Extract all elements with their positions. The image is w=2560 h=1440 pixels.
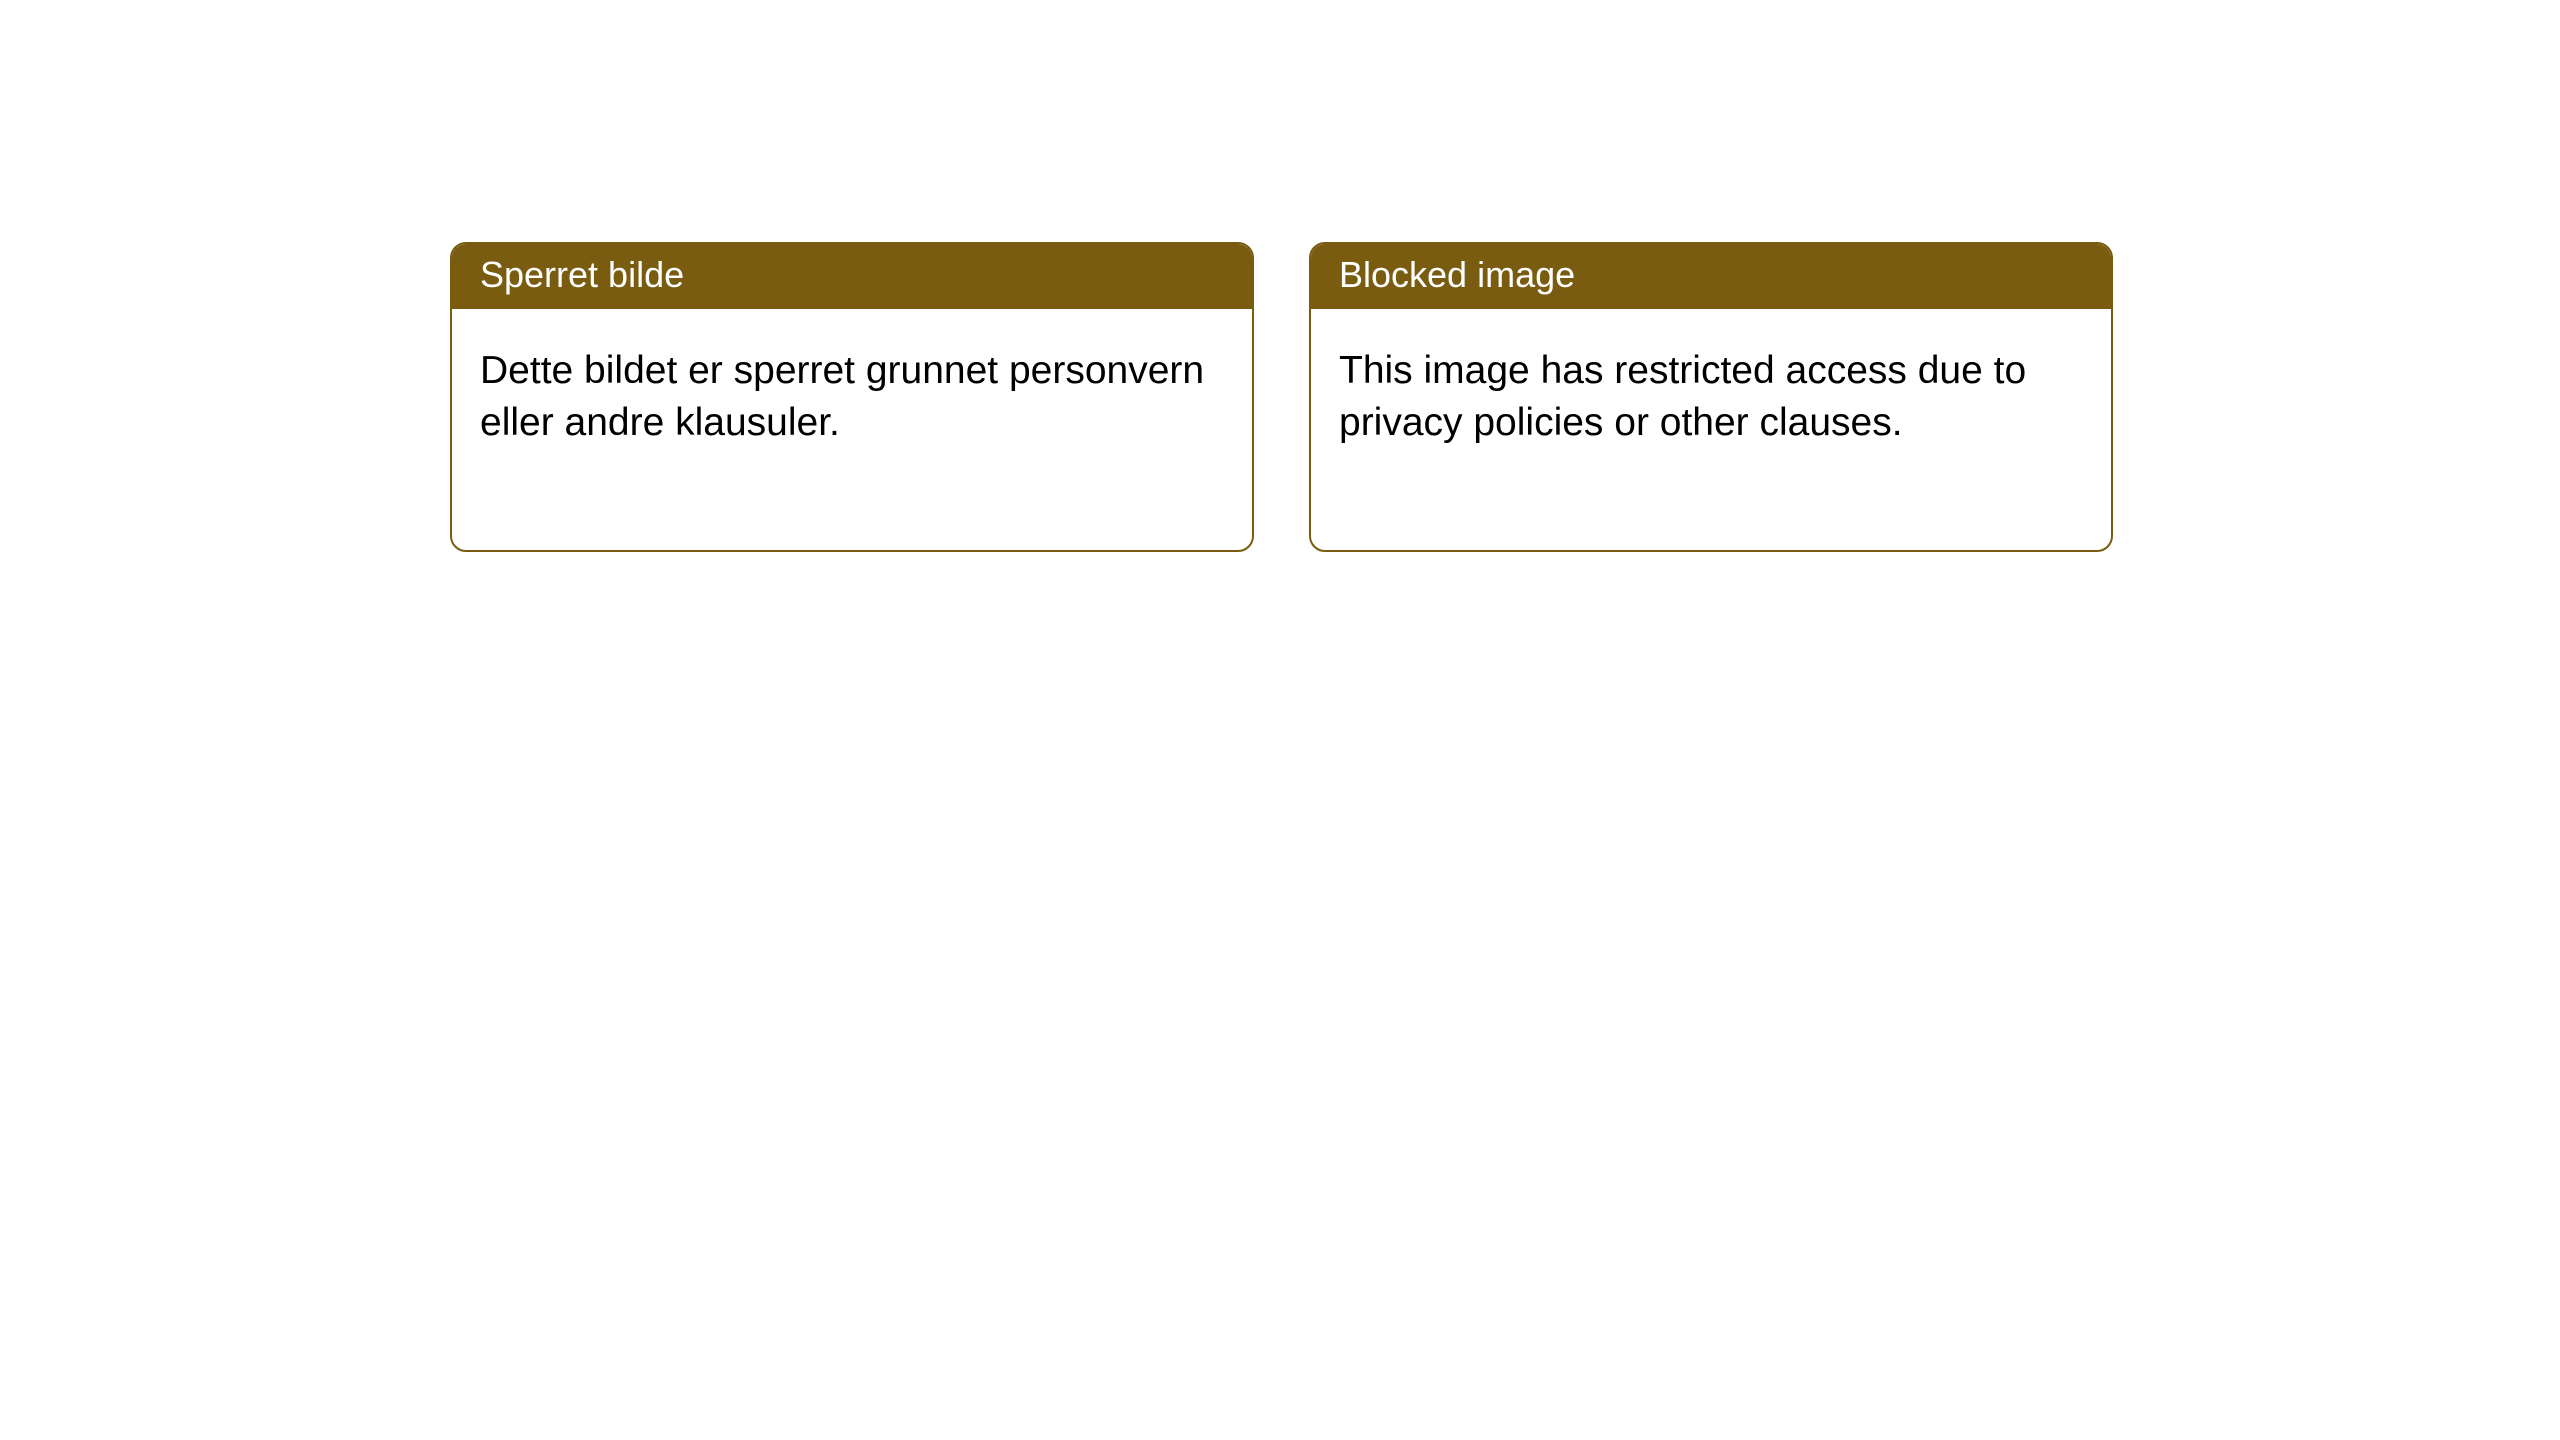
notice-box-english: Blocked image This image has restricted … [1309, 242, 2113, 552]
notice-header: Sperret bilde [452, 244, 1252, 309]
notice-body: Dette bildet er sperret grunnet personve… [452, 309, 1252, 550]
notice-body: This image has restricted access due to … [1311, 309, 2111, 550]
notice-box-norwegian: Sperret bilde Dette bildet er sperret gr… [450, 242, 1254, 552]
notice-header: Blocked image [1311, 244, 2111, 309]
notice-container: Sperret bilde Dette bildet er sperret gr… [450, 242, 2560, 552]
